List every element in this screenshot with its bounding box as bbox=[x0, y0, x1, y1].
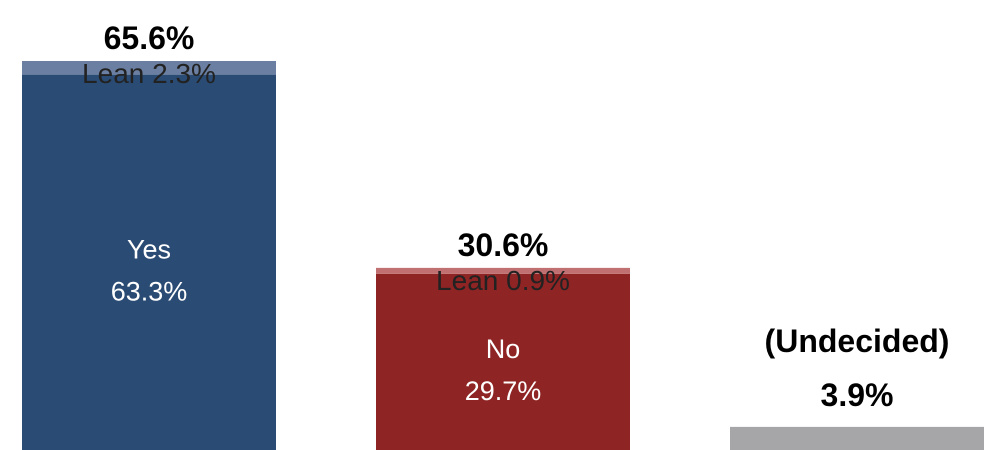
bar-undecided-total-label: 3.9% bbox=[821, 377, 894, 413]
bar-no-lean bbox=[376, 267, 630, 274]
bar-undecided bbox=[730, 426, 984, 450]
bar-yes-lean-label: Lean 2.3% bbox=[82, 58, 216, 89]
bar-no-category-label: No bbox=[486, 334, 521, 364]
bar-yes-total-label: 65.6% bbox=[104, 20, 195, 56]
bar-no-firm bbox=[376, 273, 630, 450]
bar-no-firm-label: 29.7% bbox=[465, 376, 542, 406]
bar-undecided-category-label: (Undecided) bbox=[765, 323, 950, 359]
bar-yes-firm-label: 63.3% bbox=[111, 276, 188, 306]
bar-yes-category-label: Yes bbox=[127, 234, 171, 264]
bar-no-total-label: 30.6% bbox=[458, 227, 549, 263]
bar-yes-lean bbox=[22, 60, 276, 75]
bar-yes-firm bbox=[22, 74, 276, 450]
bar-no-lean-label: Lean 0.9% bbox=[436, 265, 570, 296]
